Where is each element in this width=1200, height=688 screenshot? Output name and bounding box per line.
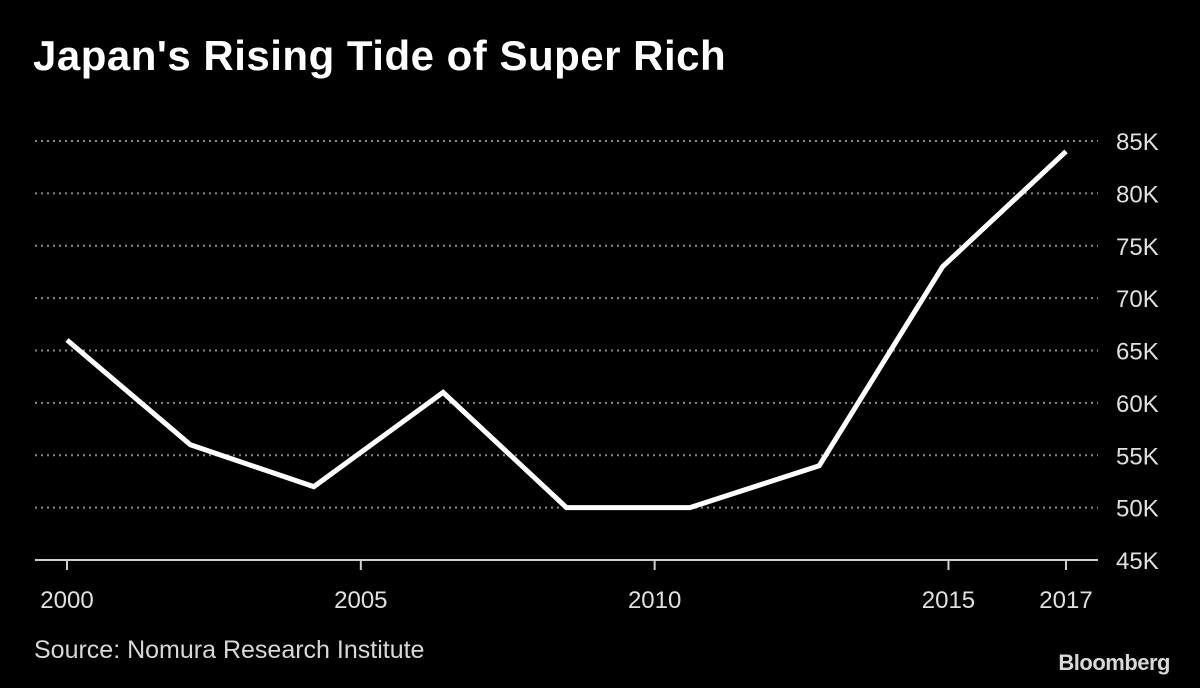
y-tick-label: 75K (1116, 234, 1159, 261)
y-tick-label: 50K (1116, 496, 1159, 523)
y-tick-label: 55K (1116, 443, 1159, 470)
y-tick-label: 70K (1116, 286, 1159, 313)
x-tick-label: 2000 (40, 587, 93, 614)
x-tick-label: 2005 (334, 587, 387, 614)
y-tick-label: 65K (1116, 339, 1159, 366)
x-tick-label: 2017 (1039, 587, 1092, 614)
source-note: Source: Nomura Research Institute (34, 636, 425, 664)
y-tick-label: 85K (1116, 129, 1159, 156)
y-tick-label: 60K (1116, 391, 1159, 418)
y-tick-label: 45K (1116, 548, 1159, 575)
chart-title: Japan's Rising Tide of Super Rich (33, 32, 727, 79)
series-line (65, 149, 1068, 511)
x-tick-label: 2015 (922, 587, 975, 614)
x-tick-label: 2010 (628, 587, 681, 614)
bloomberg-logo: Bloomberg (1058, 650, 1170, 675)
y-tick-label: 80K (1116, 181, 1159, 208)
